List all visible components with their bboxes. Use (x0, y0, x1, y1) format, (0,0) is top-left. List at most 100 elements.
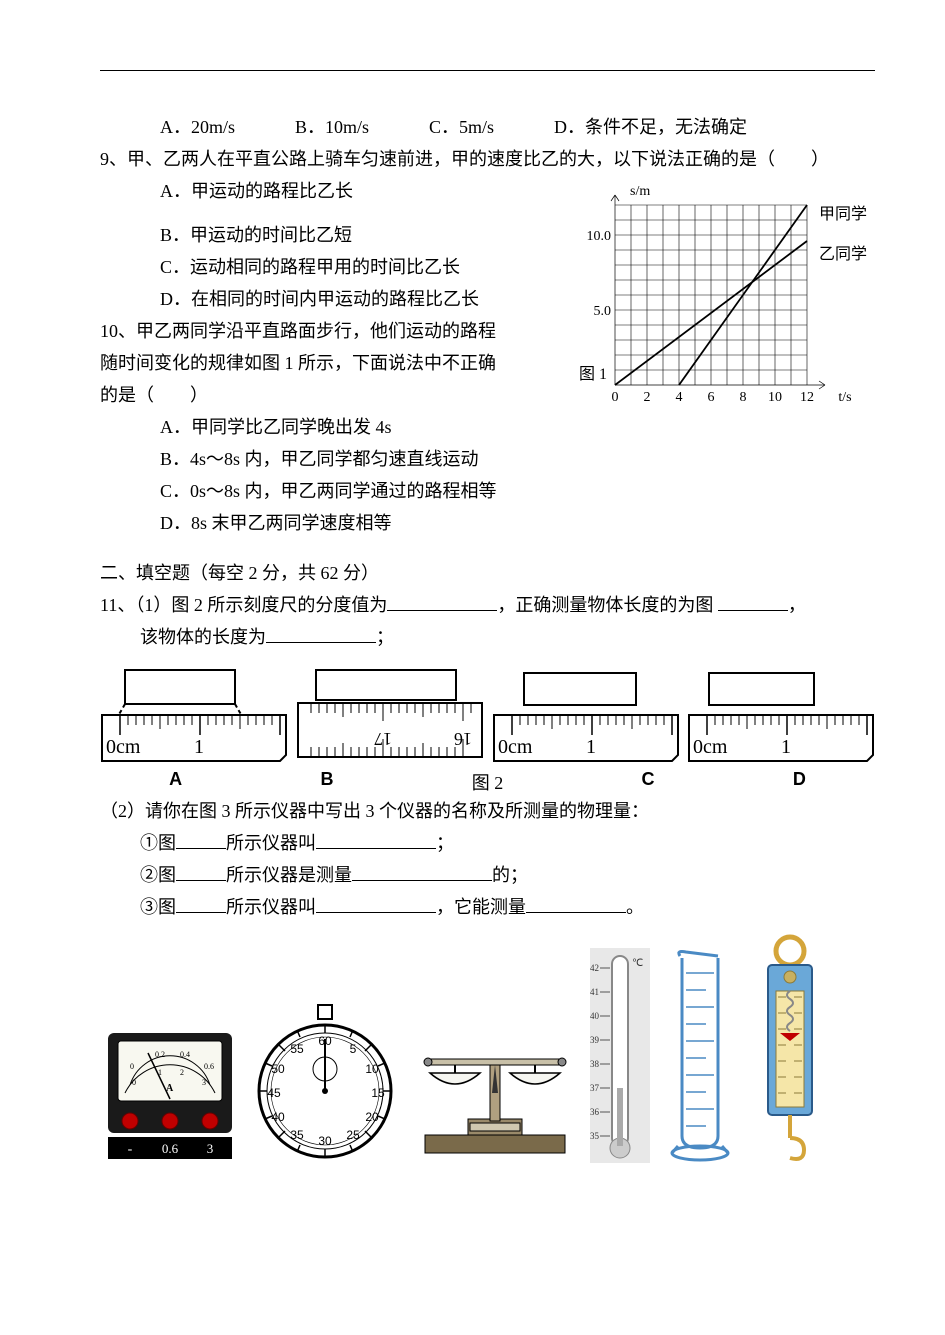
q11-2-stem: （2）请你在图 3 所示仪器中写出 3 个仪器的名称及所测量的物理量： (100, 795, 875, 827)
svg-text:0: 0 (130, 1062, 134, 1071)
blank (352, 862, 492, 881)
blank (316, 830, 436, 849)
spring-scale-icon (750, 933, 830, 1163)
svg-text:40: 40 (590, 1011, 600, 1021)
svg-text:10: 10 (365, 1062, 379, 1076)
q11-1-line1: 11、（1）图 2 所示刻度尺的分度值为，正确测量物体长度的为图 ， (100, 589, 875, 621)
section2-title: 二、填空题（每空 2 分，共 62 分） (100, 557, 875, 589)
svg-text:30: 30 (318, 1134, 332, 1148)
ruler-b: 17 16 (296, 665, 484, 765)
svg-text:1: 1 (586, 736, 596, 758)
svg-text:1: 1 (194, 736, 204, 758)
svg-text:℃: ℃ (632, 958, 643, 969)
svg-text:15: 15 (371, 1086, 385, 1100)
q11-1-line2: 该物体的长度为 ； (100, 621, 875, 653)
svg-text:42: 42 (590, 963, 599, 973)
cylinder-icon (660, 948, 740, 1163)
q8-options: A．20m/s B．10m/s C．5m/s D．条件不足，无法确定 (100, 111, 875, 143)
q8-opt-c: C．5m/s (429, 111, 494, 143)
svg-text:3: 3 (207, 1141, 214, 1156)
svg-text:0.6: 0.6 (204, 1062, 214, 1071)
blank (387, 592, 497, 611)
q11-2-line3: ③图所示仪器叫，它能测量。 (100, 891, 875, 923)
q10-opt-d: D．8s 末甲乙两同学速度相等 (100, 507, 875, 539)
svg-text:10.0: 10.0 (587, 229, 612, 244)
svg-text:5.0: 5.0 (594, 304, 612, 319)
svg-text:0: 0 (132, 1078, 136, 1087)
fig1-label: 图 1 (579, 366, 607, 383)
blank (718, 592, 788, 611)
q11-2-2c: 的； (492, 865, 528, 885)
q10-opt-b: B．4s～8s 内，甲乙同学都匀速直线运动 (100, 443, 875, 475)
q11-2-3b: 所示仪器叫 (226, 897, 316, 917)
q11-1e: ； (376, 627, 394, 647)
stopwatch-icon: 60510 152025 303540 455055 (250, 1003, 400, 1163)
svg-text:0cm: 0cm (498, 736, 533, 758)
svg-text:10: 10 (768, 390, 782, 405)
blank (176, 862, 226, 881)
svg-text:甲同学: 甲同学 (819, 205, 867, 223)
svg-text:4: 4 (676, 390, 683, 405)
blank (526, 894, 626, 913)
ammeter-icon: 0 0.2 0.4 0.6 0123 A - 0.6 3 (100, 1013, 240, 1163)
svg-text:50: 50 (271, 1062, 285, 1076)
figure-3-instruments: 0 0.2 0.4 0.6 0123 A - 0.6 3 (100, 933, 875, 1163)
svg-text:5: 5 (350, 1042, 357, 1056)
header-rule (100, 70, 875, 71)
q11-2-3c: ，它能测量 (436, 897, 526, 917)
svg-text:6: 6 (708, 390, 715, 405)
svg-text:38: 38 (590, 1059, 600, 1069)
spacer (100, 539, 875, 557)
svg-text:0.6: 0.6 (162, 1141, 179, 1156)
svg-text:35: 35 (290, 1128, 304, 1142)
svg-text:0cm: 0cm (106, 736, 141, 758)
blank (176, 894, 226, 913)
ruler-d: 0cm 1 (687, 665, 875, 765)
fig2-label: 图 2 (472, 769, 504, 795)
q11-1a: 11、（1）图 2 所示刻度尺的分度值为 (100, 595, 387, 615)
q11-2-1c: ； (436, 833, 454, 853)
label-d: D (793, 769, 806, 795)
svg-text:25: 25 (346, 1128, 360, 1142)
svg-text:0cm: 0cm (693, 736, 728, 758)
ruler-a: 0cm 1 (100, 665, 288, 765)
label-c: C (642, 769, 655, 795)
q9-stem: 9、甲、乙两人在平直公路上骑车匀速前进，甲的速度比乙的大，以下说法正确的是（ ） (100, 143, 875, 175)
svg-text:8: 8 (740, 390, 747, 405)
svg-text:40: 40 (271, 1110, 285, 1124)
q11-2-line2: ②图 所示仪器是测量 的； (100, 859, 875, 891)
svg-text:37: 37 (590, 1083, 600, 1093)
q11-2-2b: 所示仪器是测量 (226, 865, 352, 885)
label-a: A (169, 769, 182, 795)
figure-1-chart: 0 24 68 1012 t/s 5.0 10.0 s/m 甲同学 乙同学 图 … (575, 175, 875, 430)
q8-opt-b: B．10m/s (295, 111, 369, 143)
svg-text:0.2: 0.2 (155, 1050, 165, 1059)
blank (176, 830, 226, 849)
label-b: B (320, 769, 333, 795)
svg-text:0.4: 0.4 (180, 1050, 190, 1059)
svg-text:20: 20 (365, 1110, 379, 1124)
svg-text:-: - (128, 1142, 133, 1157)
svg-text:12: 12 (800, 390, 814, 405)
ruler-labels-row: A B 图 2 C D (100, 769, 875, 795)
svg-text:36: 36 (590, 1107, 600, 1117)
svg-text:41: 41 (590, 987, 599, 997)
svg-text:3: 3 (202, 1078, 206, 1087)
svg-text:39: 39 (590, 1035, 600, 1045)
svg-text:乙同学: 乙同学 (819, 245, 867, 263)
q11-1b: ，正确测量物体长度的为图 (497, 595, 718, 615)
q11-2-2a: ②图 (140, 865, 176, 885)
figure-2-rulers: 0cm 1 17 16 (100, 665, 875, 765)
svg-text:0: 0 (612, 390, 619, 405)
q10-opt-c: C．0s～8s 内，甲乙两同学通过的路程相等 (100, 475, 875, 507)
svg-text:1: 1 (781, 736, 791, 758)
svg-text:55: 55 (290, 1042, 304, 1056)
q8-opt-a: A．20m/s (160, 111, 235, 143)
blank (266, 624, 376, 643)
q11-2-3d: 。 (626, 897, 644, 917)
q11-1d: 该物体的长度为 (140, 627, 266, 647)
svg-text:s/m: s/m (630, 184, 650, 199)
q11-2-line1: ①图所示仪器叫； (100, 827, 875, 859)
q11-2-1b: 所示仪器叫 (226, 833, 316, 853)
svg-text:35: 35 (590, 1131, 600, 1141)
